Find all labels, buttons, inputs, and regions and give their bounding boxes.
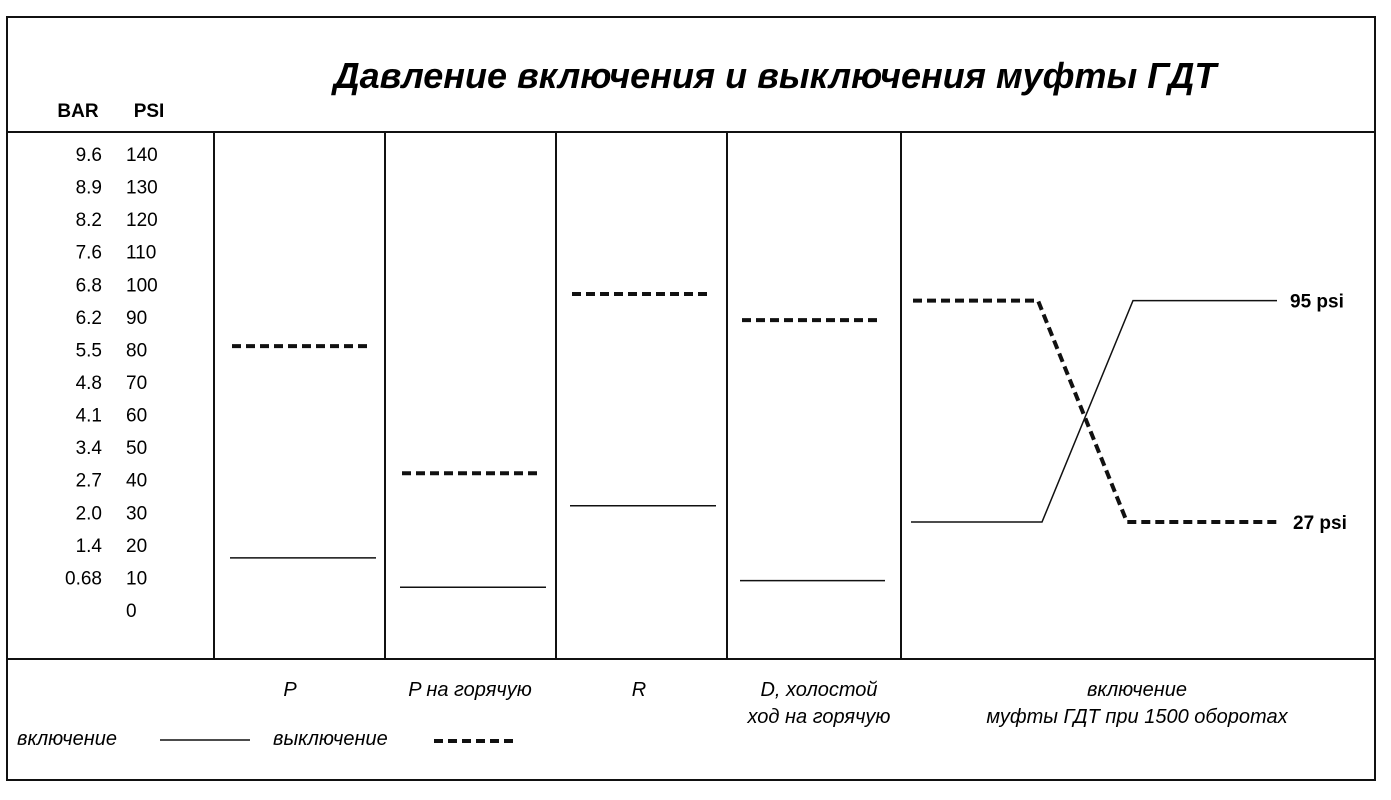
category-labels: P P на горячую R D, холостой ход на горячую в… xyxy=(283,679,1288,728)
psi-tick-label: 30 xyxy=(126,503,147,524)
bar-tick-label: 8.9 xyxy=(76,178,102,199)
psi-tick-label: 40 xyxy=(126,471,147,492)
psi-tick-label: 80 xyxy=(126,340,147,361)
category-label: ход на горячую xyxy=(747,706,891,728)
psi-axis-header: PSI xyxy=(134,101,165,122)
end-label-high: 95 psi xyxy=(1290,292,1344,313)
psi-tick-label: 70 xyxy=(126,373,147,394)
psi-tick-label: 0 xyxy=(126,601,137,622)
bar-tick-label: 0.68 xyxy=(65,568,102,589)
category-label: P xyxy=(283,679,297,701)
bar-tick-label: 4.1 xyxy=(76,406,102,427)
y-axis-ticks: 1409.61308.91208.21107.61006.8906.2805.5… xyxy=(65,145,158,622)
bar-tick-label: 8.2 xyxy=(76,210,102,231)
chart-title: Давление включения и выключения муфты ГД… xyxy=(331,55,1220,96)
transition-disengagement-line xyxy=(913,298,1278,525)
transition-label: включение xyxy=(1087,679,1187,701)
bar-tick-label: 2.0 xyxy=(76,503,102,524)
legend: включение выключение xyxy=(17,728,516,750)
psi-tick-label: 10 xyxy=(126,568,147,589)
category-label: D, холостой xyxy=(760,679,877,701)
bar-tick-label: 6.2 xyxy=(76,308,102,329)
transition-label: муфты ГДТ при 1500 оборотах xyxy=(986,706,1288,728)
psi-tick-label: 130 xyxy=(126,178,158,199)
psi-tick-label: 50 xyxy=(126,438,147,459)
psi-tick-label: 90 xyxy=(126,308,147,329)
end-label-low: 27 psi xyxy=(1293,513,1347,534)
chart-marks: 95 psi 27 psi xyxy=(230,292,1347,588)
bar-tick-label: 5.5 xyxy=(76,340,102,361)
bar-axis-header: BAR xyxy=(57,101,98,122)
psi-tick-label: 60 xyxy=(126,406,147,427)
bar-tick-label: 2.7 xyxy=(76,471,102,492)
chart-frame xyxy=(6,16,1376,781)
bar-tick-label: 3.4 xyxy=(76,438,103,459)
bar-tick-label: 7.6 xyxy=(76,243,102,264)
category-columns xyxy=(213,132,902,659)
psi-tick-label: 140 xyxy=(126,145,158,166)
psi-tick-label: 110 xyxy=(126,243,156,264)
psi-tick-label: 120 xyxy=(126,210,158,231)
bar-tick-label: 4.8 xyxy=(76,373,102,394)
transition-engagement-line xyxy=(911,299,1277,523)
bar-tick-label: 9.6 xyxy=(76,145,102,166)
category-label: P на горячую xyxy=(408,679,532,701)
bar-tick-label: 6.8 xyxy=(76,275,102,296)
category-label: R xyxy=(632,679,646,701)
psi-tick-label: 20 xyxy=(126,536,147,557)
legend-engagement-label: включение xyxy=(17,728,117,750)
psi-tick-label: 100 xyxy=(126,275,158,296)
legend-disengagement-label: выключение xyxy=(273,728,388,750)
bar-tick-label: 1.4 xyxy=(76,536,103,557)
